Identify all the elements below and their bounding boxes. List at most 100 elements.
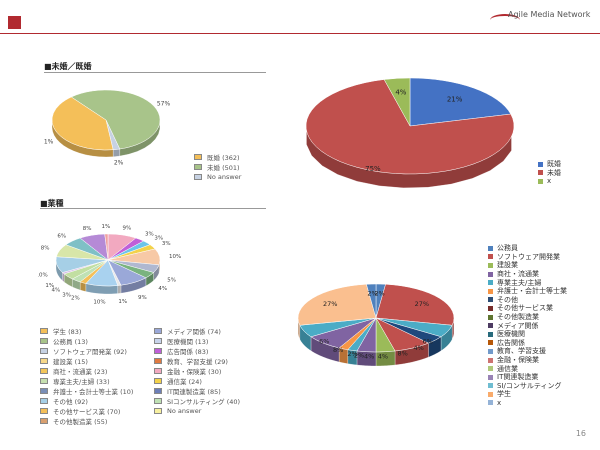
industry-right-legend-item: 建設業 <box>488 261 567 270</box>
industry-legend-col1-swatch <box>40 398 48 404</box>
industry-right-pie-label-0: 2% <box>374 290 384 298</box>
industry-legend-col2-label: 通信業 (24) <box>167 378 202 386</box>
industry-right-legend-item: その他 <box>488 296 567 305</box>
industry-legend-col1-swatch <box>40 348 48 354</box>
industry-right-legend-item: メディア関係 <box>488 321 567 330</box>
industry-right-legend-label: その他サービス業 <box>497 304 553 313</box>
industry-section-title: ■業種 <box>40 199 64 208</box>
industry-right-legend-label: 広告関係 <box>497 338 525 347</box>
industry-right-legend-swatch <box>488 391 493 397</box>
marital-pie-label-1: 2% <box>114 159 124 166</box>
marital-right-legend-swatch <box>538 170 543 176</box>
marital-pie-side-1 <box>112 148 120 157</box>
marital-right-legend-item: x <box>538 177 561 186</box>
marital-legend-swatch <box>194 154 202 160</box>
industry-legend-col2-label: メディア関係 (74) <box>167 328 221 336</box>
industry-pie-side-8 <box>117 285 122 294</box>
industry-right-legend-label: 商社・流通業 <box>497 270 539 279</box>
industry-right-legend-label: x <box>497 398 502 407</box>
industry-legend-col2-label: IT関連製造業 (85) <box>167 388 221 396</box>
industry-legend-col1-label: ソフトウェア開発業 (92) <box>53 348 127 356</box>
industry-pie-label-2: 3% <box>154 236 163 242</box>
industry-right-legend-label: ソフトウェア開発業 <box>497 252 560 261</box>
industry-legend-col2-item: IT関連製造業 (85) <box>154 386 240 396</box>
marital-right-legend-label: 未婚 <box>547 168 561 177</box>
industry-legend-col1-item: 公務員 (13) <box>40 336 133 346</box>
industry-right-legend-item: 教育、学習支援 <box>488 347 567 356</box>
industry-right-legend-label: 建設業 <box>497 261 518 270</box>
industry-pie-label-0: 9% <box>123 226 132 232</box>
industry-pie-label-18: 1% <box>102 224 111 230</box>
industry-right-legend-swatch <box>488 297 493 303</box>
industry-legend-col2-item: 通信業 (24) <box>154 376 240 386</box>
industry-right-pie-label-10: 6% <box>319 338 329 346</box>
industry-legend-col1-swatch <box>40 338 48 344</box>
industry-right-legend-item: 広告関係 <box>488 339 567 348</box>
industry-right-pie-label-6: 4% <box>364 352 374 360</box>
industry-legend-col1-item: 商社・流通業 (23) <box>40 366 133 376</box>
marital-legend-label: 既婚 (362) <box>207 154 240 162</box>
marital-right-legend-item: 未婚 <box>538 169 561 178</box>
industry-right-pie-label-4: 8% <box>397 350 407 358</box>
marital-pie-slice-0 <box>70 89 161 150</box>
marital-pie-chart: 57% 2% 41% <box>44 89 170 166</box>
industry-right-legend-label: 弁護士・会計士等士業 <box>497 287 567 296</box>
industry-pie-label-5: 5% <box>167 277 176 283</box>
marital-legend: 既婚 (362) 未婚 (501) No answer <box>194 152 241 182</box>
marital-right-pie-slice-2 <box>383 77 411 127</box>
industry-legend-col1-label: 商社・流通業 (23) <box>53 368 108 376</box>
industry-right-pie-label-12: 2% <box>367 290 377 298</box>
industry-right-legend-label: 教育、学習支援 <box>497 347 546 356</box>
industry-right-legend: 公務員 ソフトウェア開発業 建設業 商社・流通業 専業主夫/主婦 弁護士・会計士等士業 その… <box>488 244 567 407</box>
industry-legend-col2-label: 医療機関 (13) <box>167 338 209 346</box>
industry-right-legend-item: 医療機関 <box>488 330 567 339</box>
industry-right-legend-item: 商社・流通業 <box>488 270 567 279</box>
industry-right-legend-swatch <box>488 374 493 380</box>
industry-right-legend-item: その他製造業 <box>488 313 567 322</box>
industry-legend-column-1: 学生 (83) 公務員 (13) ソフトウェア開発業 (92) 建設業 (15) 商社・… <box>40 326 133 426</box>
industry-legend-col1-label: その他製造業 (55) <box>53 418 108 426</box>
industry-right-legend-label: IT関連製造業 <box>497 373 539 382</box>
industry-right-legend-label: メディア関係 <box>497 321 539 330</box>
industry-pie-label-6: 4% <box>158 286 167 292</box>
industry-right-legend-swatch <box>488 323 493 329</box>
marital-right-pie-chart: 21% 75% 4% <box>305 77 515 189</box>
industry-pie-label-8: 1% <box>118 299 127 305</box>
industry-right-pie-label-5: 4% <box>378 352 388 360</box>
industry-right-pie-slice-1 <box>375 283 455 326</box>
marital-legend-item: 既婚 (362) <box>194 152 241 162</box>
marital-legend-item: No answer <box>194 172 241 182</box>
industry-right-legend-swatch <box>488 348 493 354</box>
industry-legend-col2-swatch <box>154 348 162 354</box>
industry-legend-col2-label: 広告関係 (83) <box>167 348 209 356</box>
marital-pie-label-2: 41% <box>44 139 54 146</box>
industry-pie-label-17: 8% <box>83 226 92 232</box>
industry-legend-col2-label: No answer <box>167 407 202 415</box>
industry-legend-col1-label: 公務員 (13) <box>53 338 88 346</box>
industry-legend-col1-label: 弁護士・会計士等士業 (10) <box>53 388 134 396</box>
marital-right-pie-label-2: 4% <box>395 89 406 97</box>
marital-right-pie-slice-0 <box>409 77 512 127</box>
industry-pie-label-16: 6% <box>57 233 66 239</box>
marital-right-pie-label-1: 75% <box>365 165 381 173</box>
industry-right-legend-label: 学生 <box>497 390 511 399</box>
industry-right-legend-swatch <box>488 305 493 311</box>
industry-legend-col1-item: 専業主夫/主婦 (33) <box>40 376 133 386</box>
industry-legend-col1-label: その他 (92) <box>53 398 88 406</box>
industry-pie-label-9: 10% <box>93 300 105 306</box>
marital-right-legend-swatch <box>538 161 543 167</box>
industry-right-legend-label: 医療機関 <box>497 330 525 339</box>
industry-right-legend-swatch <box>488 262 493 268</box>
industry-legend-col1-swatch <box>40 378 48 384</box>
industry-pie-label-15: 8% <box>41 246 50 252</box>
industry-legend-col2-swatch <box>154 378 162 384</box>
industry-legend-col2-swatch <box>154 338 162 344</box>
marital-section-title: ■未婚／既婚 <box>44 62 92 71</box>
industry-pie-label-13: 1% <box>45 283 54 289</box>
industry-right-legend-swatch <box>488 400 493 406</box>
marital-section-rule <box>44 72 266 73</box>
industry-right-legend-item: 通信業 <box>488 364 567 373</box>
industry-right-legend-item: その他サービス業 <box>488 304 567 313</box>
industry-legend-col1-swatch <box>40 408 48 414</box>
agile-media-network-logo: Agile Media Network <box>490 6 590 26</box>
